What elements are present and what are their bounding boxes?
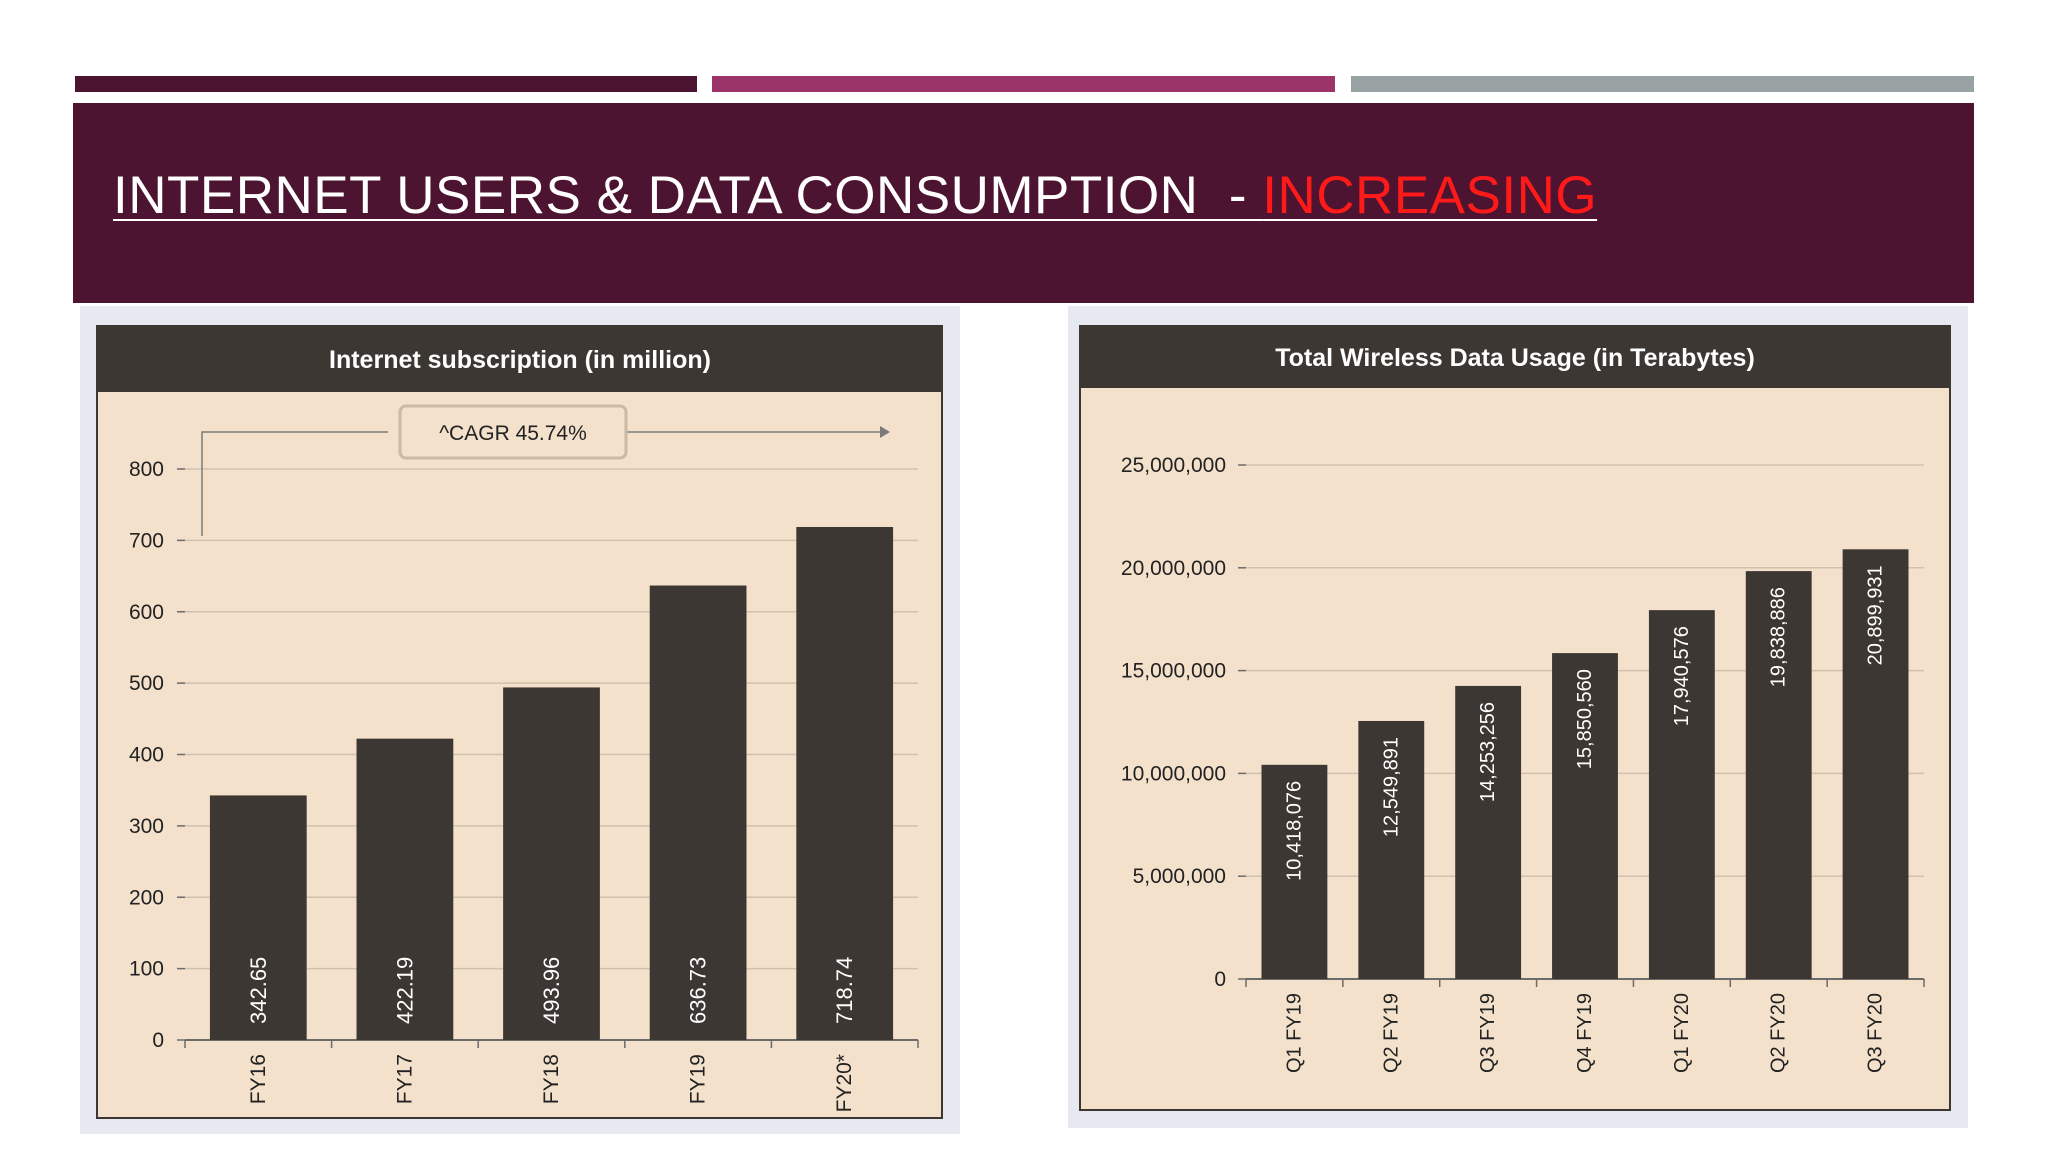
x-category-label: FY19	[687, 1054, 710, 1104]
internet-subscription-chart-frame: Internet subscription (in million) 0 100 2…	[80, 306, 960, 1134]
y-tick-label: 200	[129, 886, 164, 909]
x-category-label: FY18	[540, 1054, 563, 1104]
bar	[1842, 549, 1909, 979]
bar	[1552, 653, 1618, 979]
chart-header	[1080, 326, 1950, 388]
bar-value-label: 10,418,076	[1283, 781, 1305, 881]
bar	[356, 738, 454, 1040]
bar-value-label: 19,838,886	[1768, 587, 1790, 687]
cagr-annotation-box	[398, 404, 628, 460]
bar	[209, 795, 307, 1040]
slide-title: INTERNET USERS & DATA CONSUMPTION - INCR…	[113, 165, 1597, 226]
accent-bar-dark	[75, 76, 697, 92]
accent-bar-gray	[1351, 76, 1974, 92]
bar	[503, 687, 600, 1040]
x-category-label: Q1 FY19	[1283, 993, 1305, 1073]
bar-value-label: 422.19	[392, 957, 417, 1024]
slide-title-highlight: INCREASING	[1262, 166, 1598, 225]
wireless-data-usage-chart: Total Wireless Data Usage (in Terabytes)…	[1079, 325, 1951, 1111]
chart-title: Internet subscription (in million)	[329, 346, 711, 374]
x-category-label: Q2 FY19	[1380, 993, 1402, 1073]
x-category-label: Q3 FY20	[1865, 993, 1887, 1073]
x-category-label: Q3 FY19	[1477, 993, 1499, 1073]
bar	[1745, 571, 1812, 979]
y-tick-label: 5,000,000	[1133, 865, 1226, 888]
bar-value-label: 20,899,931	[1865, 565, 1887, 665]
x-category-label: Q1 FY20	[1671, 993, 1693, 1073]
bar-value-label: 12,549,891	[1380, 737, 1402, 837]
bar-value-label: 718.74	[832, 957, 857, 1024]
y-tick-label: 15,000,000	[1121, 660, 1226, 683]
bar-value-label: 15,850,560	[1574, 669, 1596, 769]
y-tick-label: 400	[129, 744, 164, 767]
slide-title-main: INTERNET USERS & DATA CONSUMPTION -	[113, 166, 1263, 225]
bar	[649, 585, 747, 1040]
x-category-label: Q4 FY19	[1574, 993, 1596, 1073]
x-category-label: FY17	[393, 1054, 416, 1104]
y-tick-label: 0	[1214, 968, 1226, 991]
y-tick-label: 20,000,000	[1121, 557, 1226, 580]
bar	[1648, 610, 1715, 979]
bar	[1358, 720, 1425, 979]
chart-title: Total Wireless Data Usage (in Terabytes)	[1275, 344, 1755, 372]
y-tick-label: 500	[129, 672, 164, 695]
cagr-annotation: ^CAGR 45.74%	[439, 422, 587, 445]
y-tick-label: 100	[129, 958, 164, 981]
bar-value-label: 14,253,256	[1477, 702, 1499, 802]
chart-header	[97, 326, 942, 392]
y-tick-label: 25,000,000	[1121, 454, 1226, 477]
y-tick-label: 600	[129, 601, 164, 624]
cagr-bracket-line	[201, 431, 388, 536]
x-category-label: FY20*	[833, 1054, 856, 1112]
bar-value-label: 493.96	[539, 957, 564, 1024]
x-category-label: Q2 FY20	[1768, 993, 1790, 1073]
wireless-data-usage-chart-frame: Total Wireless Data Usage (in Terabytes)…	[1068, 306, 1968, 1128]
bar-value-label: 342.65	[246, 957, 271, 1024]
bar	[796, 526, 894, 1040]
accent-bar-magenta	[712, 76, 1335, 92]
cagr-arrow-head	[880, 426, 890, 438]
y-tick-label: 800	[129, 458, 164, 481]
bar	[1455, 685, 1522, 979]
bar-value-label: 17,940,576	[1671, 626, 1693, 726]
y-tick-label: 10,000,000	[1121, 762, 1226, 785]
bar	[1261, 764, 1328, 979]
title-band: INTERNET USERS & DATA CONSUMPTION - INCR…	[73, 103, 1974, 303]
x-category-label: FY16	[247, 1054, 270, 1104]
bar-value-label: 636.73	[686, 957, 711, 1024]
y-tick-label: 300	[129, 815, 164, 838]
y-tick-label: 700	[129, 529, 164, 552]
y-tick-label: 0	[152, 1029, 164, 1052]
internet-subscription-chart: Internet subscription (in million) 0 100 2…	[96, 325, 943, 1119]
